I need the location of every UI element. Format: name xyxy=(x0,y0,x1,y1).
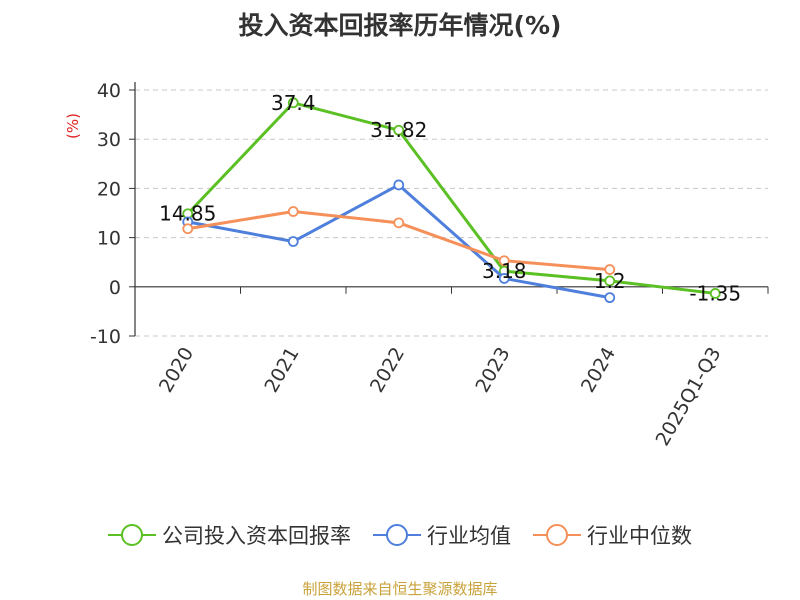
legend-marker-icon xyxy=(108,523,156,547)
data-point xyxy=(604,292,616,304)
x-tick-labels: 2020 2021 2022 2023 2024 2025Q1-Q3 xyxy=(155,344,726,450)
data-point xyxy=(604,275,616,287)
data-point xyxy=(393,217,405,229)
data-point xyxy=(498,255,510,267)
data-label: 14.85 xyxy=(159,202,216,226)
y-tick-label: -10 xyxy=(90,326,121,348)
legend-item-company[interactable]: 公司投入资本回报率 xyxy=(108,520,351,550)
axes xyxy=(129,82,769,337)
y-tick-label: 0 xyxy=(109,277,121,299)
x-tick-label: 2024 xyxy=(577,344,620,397)
data-point xyxy=(393,124,405,136)
legend-label: 公司投入资本回报率 xyxy=(162,524,351,548)
series-line-0 xyxy=(186,101,716,295)
grid-lines xyxy=(135,89,768,337)
data-label: 1.2 xyxy=(594,269,626,293)
y-tick-label: 30 xyxy=(97,129,121,151)
x-tick-label: 2021 xyxy=(260,344,303,397)
x-tick-label: 2022 xyxy=(366,344,409,397)
data-label: 3.18 xyxy=(482,259,527,283)
data-point xyxy=(287,97,299,109)
legend-label: 行业均值 xyxy=(427,524,511,548)
data-point xyxy=(604,264,616,275)
data-label: 31.82 xyxy=(370,118,427,142)
data-point xyxy=(709,288,721,299)
legend: 公司投入资本回报率 行业均值 行业中位数 xyxy=(0,520,800,550)
legend-marker-icon xyxy=(373,523,421,547)
series-lines xyxy=(182,97,721,304)
y-axis-label: (%) xyxy=(64,113,82,139)
data-point xyxy=(393,179,405,191)
legend-marker-icon xyxy=(533,523,581,547)
series-line-1 xyxy=(187,183,611,300)
legend-label: 行业中位数 xyxy=(587,524,692,548)
data-label: 37.4 xyxy=(271,91,316,115)
data-point xyxy=(287,206,299,217)
data-label: -1.35 xyxy=(689,281,741,305)
x-tick-label: 2025Q1-Q3 xyxy=(652,344,726,450)
x-tick-label: 2023 xyxy=(471,344,514,397)
data-point xyxy=(498,273,510,284)
y-tick-labels: -10 0 10 20 30 40 xyxy=(90,80,121,348)
y-tick-label: 40 xyxy=(97,80,121,102)
data-point xyxy=(182,223,194,235)
legend-item-industry-mean[interactable]: 行业均值 xyxy=(373,520,511,550)
x-tick-label: 2020 xyxy=(155,344,198,397)
y-tick-label: 10 xyxy=(97,228,121,250)
y-tick-label: 20 xyxy=(97,178,121,200)
data-source-note: 制图数据来自恒生聚源数据库 xyxy=(302,580,498,598)
data-point xyxy=(287,236,299,247)
data-labels: 14.85 37.4 31.82 3.18 1.2 -1.35 xyxy=(159,91,741,306)
chart-title: 投入资本回报率历年情况(%) xyxy=(238,11,562,40)
legend-item-industry-median[interactable]: 行业中位数 xyxy=(533,520,692,550)
